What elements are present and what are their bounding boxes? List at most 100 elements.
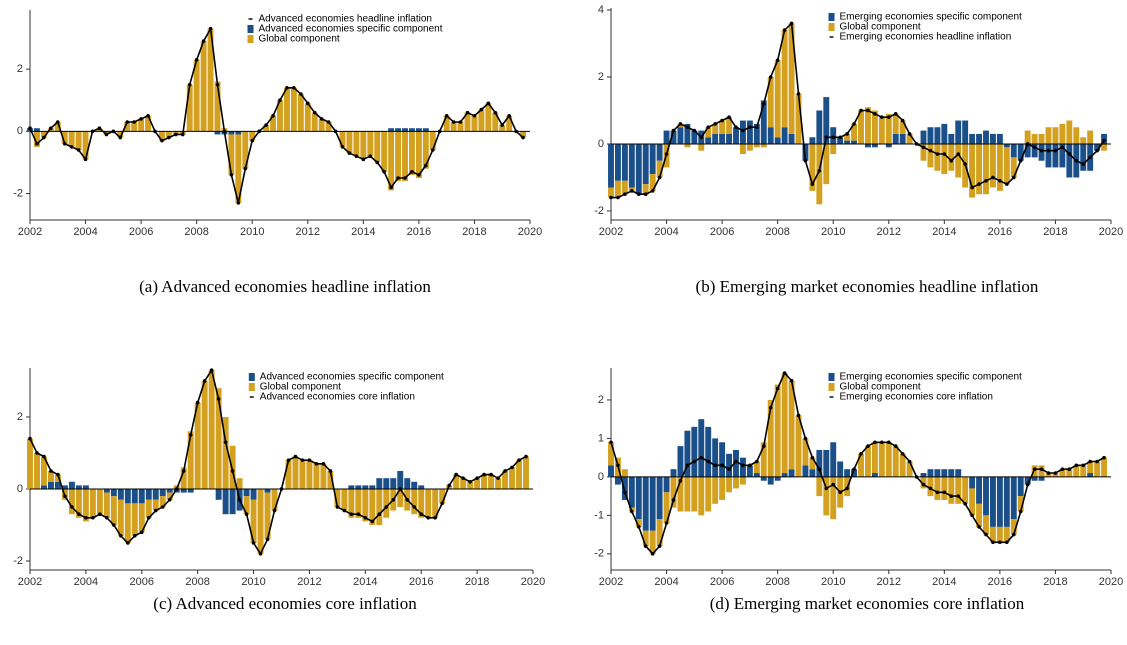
line-point xyxy=(305,101,310,106)
bar xyxy=(899,133,906,144)
bar xyxy=(502,470,509,489)
x-tick-label: 2018 xyxy=(1043,576,1067,588)
bar xyxy=(871,473,878,477)
line-point xyxy=(1081,463,1086,468)
bar xyxy=(242,131,249,169)
bar xyxy=(235,134,242,203)
line-point xyxy=(361,157,366,162)
x-tick-label: 2004 xyxy=(73,226,97,238)
bar xyxy=(858,110,864,144)
bar xyxy=(54,481,61,489)
y-tick-label: 0 xyxy=(598,138,604,150)
bar xyxy=(429,131,436,150)
bar xyxy=(663,130,670,144)
bar xyxy=(726,476,733,493)
line-point xyxy=(942,490,947,495)
bar xyxy=(348,485,355,489)
legend-label: Emerging economies specific component xyxy=(840,12,1023,23)
line-point xyxy=(706,125,711,130)
line-point xyxy=(768,75,773,79)
bar xyxy=(82,485,89,489)
bar xyxy=(712,476,719,504)
bar xyxy=(1073,465,1080,477)
x-tick-label: 2020 xyxy=(518,226,542,238)
bar xyxy=(649,143,656,175)
bar xyxy=(388,128,395,132)
y-tick-label: 2 xyxy=(17,63,23,75)
line-point xyxy=(250,138,255,143)
bar xyxy=(830,442,837,477)
line-point xyxy=(935,152,940,156)
bar xyxy=(726,133,733,144)
bar xyxy=(844,133,851,141)
bar xyxy=(767,476,774,485)
line-point xyxy=(356,512,361,516)
bar xyxy=(996,526,1003,543)
bar xyxy=(1010,143,1017,158)
line-point xyxy=(440,501,444,506)
line-point xyxy=(500,123,505,127)
bar xyxy=(376,488,383,525)
bar xyxy=(878,442,885,477)
bar xyxy=(117,488,124,500)
line-point xyxy=(1088,155,1092,160)
line-point xyxy=(251,541,256,545)
bar xyxy=(844,469,851,477)
bar xyxy=(705,426,712,477)
bar xyxy=(263,125,270,132)
line-point xyxy=(237,497,242,502)
bar xyxy=(215,388,222,489)
bar xyxy=(1080,137,1087,144)
bar xyxy=(516,460,522,489)
bar xyxy=(138,488,145,504)
line-point xyxy=(188,433,193,437)
bar xyxy=(851,140,858,144)
bar xyxy=(320,463,327,489)
line-point xyxy=(623,490,627,495)
line-point xyxy=(907,132,912,136)
bar xyxy=(166,488,173,493)
line-point xyxy=(382,169,386,174)
line-point xyxy=(160,138,164,143)
x-tick-label: 2014 xyxy=(351,226,375,238)
bar xyxy=(767,399,774,477)
line-point xyxy=(326,120,331,124)
line-point xyxy=(845,486,849,491)
x-tick-label: 2016 xyxy=(988,226,1012,238)
bar xyxy=(222,416,229,489)
line-point xyxy=(734,125,738,130)
line-point xyxy=(775,386,780,391)
bar xyxy=(976,133,983,144)
bar xyxy=(235,131,242,135)
x-tick-label: 2012 xyxy=(877,226,901,238)
line-point xyxy=(720,463,724,468)
bar xyxy=(313,463,320,489)
line-point xyxy=(880,115,884,119)
bar xyxy=(726,117,733,134)
bar xyxy=(989,133,996,144)
line-point xyxy=(650,189,655,193)
line-point xyxy=(963,162,967,166)
bar xyxy=(250,499,257,543)
bar xyxy=(1010,519,1017,535)
bar xyxy=(283,87,290,132)
line-point xyxy=(475,476,479,480)
bar xyxy=(691,476,698,512)
bar xyxy=(173,488,180,493)
line-point xyxy=(609,195,613,200)
bar xyxy=(381,131,388,172)
bar xyxy=(614,476,621,485)
bar xyxy=(989,476,996,527)
line-point xyxy=(768,405,773,410)
line-point xyxy=(685,463,690,468)
line-point xyxy=(430,148,435,152)
caption: (b) Emerging market economies headline i… xyxy=(696,277,1039,296)
bar xyxy=(976,143,983,195)
line-point xyxy=(111,129,116,134)
x-tick-label: 2020 xyxy=(1099,576,1123,588)
bar xyxy=(983,143,989,195)
bar xyxy=(1073,127,1080,144)
bar xyxy=(684,476,691,512)
bar xyxy=(499,125,506,132)
